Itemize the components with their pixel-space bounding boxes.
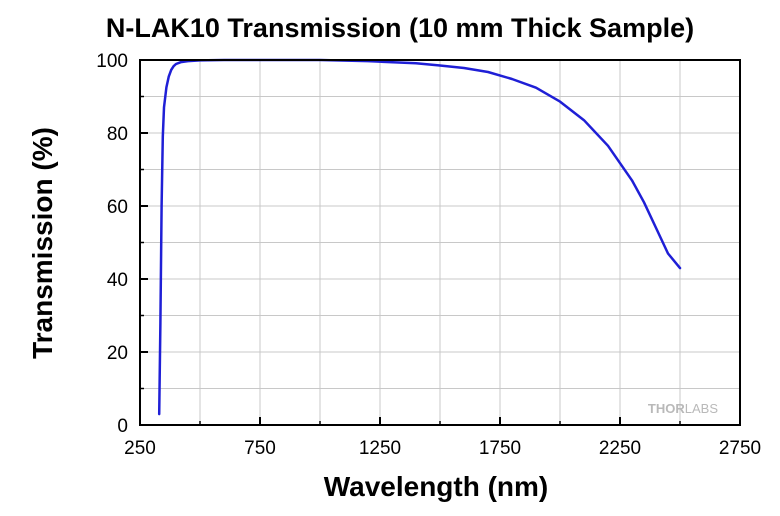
y-tick-label: 100 [96, 51, 128, 72]
x-tick-label: 250 [124, 438, 156, 459]
x-axis-label: Wavelength (nm) [324, 471, 549, 502]
watermark-light: LABS [685, 401, 719, 416]
x-tick-label: 1750 [479, 438, 521, 459]
y-tick-label: 20 [107, 343, 128, 364]
transmission-line [157, 58, 682, 416]
chart-title: N-LAK10 Transmission (10 mm Thick Sample… [106, 13, 694, 43]
svg-text:THORLABS: THORLABS [648, 401, 718, 416]
y-tick-label: 80 [107, 124, 128, 145]
gridlines [140, 60, 740, 425]
y-tick-label: 0 [117, 416, 128, 437]
y-axis-label: Transmission (%) [27, 127, 58, 359]
x-tick-label: 2250 [599, 438, 641, 459]
x-tick-label: 750 [244, 438, 276, 459]
x-tick-label: 1250 [359, 438, 401, 459]
y-tick-label: 40 [107, 270, 128, 291]
x-tick-label: 2750 [719, 438, 761, 459]
axis-ticks: 250 750 1250 1750 2250 2750 0 20 40 60 80 100 [96, 51, 761, 459]
watermark: THORLABS [648, 401, 718, 416]
series-layer [157, 58, 682, 416]
watermark-bold: THOR [648, 401, 685, 416]
y-tick-label: 60 [107, 197, 128, 218]
